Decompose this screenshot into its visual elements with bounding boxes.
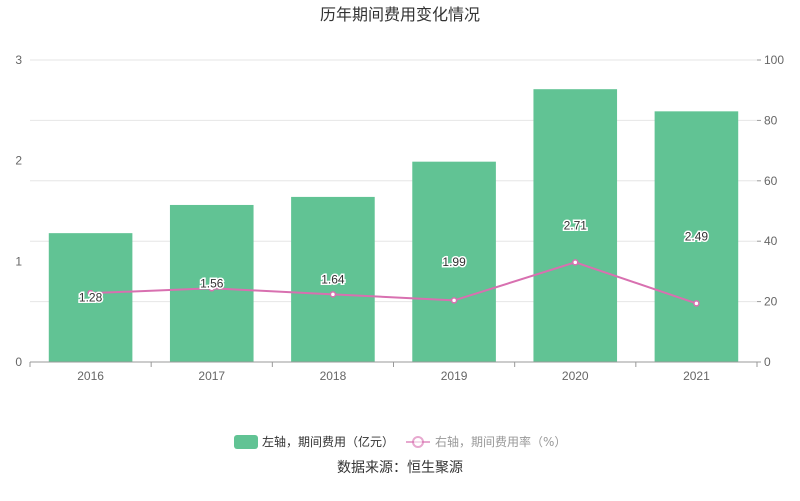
rate-point xyxy=(329,291,337,298)
rate-point xyxy=(450,297,458,304)
right-tick-label: 60 xyxy=(764,174,778,188)
left-tick-label: 1 xyxy=(15,254,22,268)
x-tick-label: 2020 xyxy=(562,369,589,383)
x-tick-label: 2018 xyxy=(320,369,347,383)
bar xyxy=(291,196,375,362)
bar xyxy=(169,204,254,362)
bar-data-labels: 1.28 1.56 1.64 1.99 2.71 2.49 xyxy=(77,217,710,306)
x-tick-label: 2016 xyxy=(77,369,104,383)
rate-point xyxy=(693,300,700,307)
rate-point xyxy=(87,289,94,297)
legend-line-marker[interactable] xyxy=(412,436,424,448)
bar-value-label: 2.49 xyxy=(685,230,709,244)
right-tick-label: 100 xyxy=(764,53,784,67)
x-tick-label: 2017 xyxy=(198,369,225,383)
bar xyxy=(48,233,133,362)
left-tick-label: 2 xyxy=(15,154,22,168)
x-tick-label: 2021 xyxy=(683,369,710,383)
bar-value-label: 1.64 xyxy=(321,272,345,286)
left-axis-ticks: 0 1 2 3 xyxy=(15,53,22,369)
x-tick-label: 2019 xyxy=(441,369,468,383)
right-tick-label: 40 xyxy=(764,234,778,248)
right-tick-label: 0 xyxy=(764,355,771,369)
legend-bar-label[interactable]: 左轴，期间费用（亿元） xyxy=(262,434,394,449)
legend-line-label[interactable]: 右轴，期间费用率（%） xyxy=(435,434,566,449)
legend[interactable]: 左轴，期间费用（亿元） 右轴，期间费用率（%） xyxy=(234,434,566,449)
bar-value-label: 1.28 xyxy=(79,291,103,305)
left-tick-label: 3 xyxy=(15,53,22,67)
bar xyxy=(533,89,618,363)
grid-lines xyxy=(30,59,757,303)
source-note: 数据来源：恒生聚源 xyxy=(337,460,463,476)
x-axis: 2016 2017 2018 2019 2020 2021 xyxy=(29,361,758,383)
left-tick-label: 0 xyxy=(15,355,22,369)
rate-point xyxy=(208,285,215,292)
rate-line xyxy=(90,261,697,305)
bar-value-label: 2.71 xyxy=(564,219,588,233)
right-axis-ticks: 0 20 40 60 80 100 xyxy=(757,53,784,369)
bar xyxy=(654,111,739,362)
line-series xyxy=(87,259,700,307)
bar-series xyxy=(48,89,739,363)
right-tick-label: 80 xyxy=(764,113,778,127)
right-tick-label: 20 xyxy=(764,295,778,309)
bar-value-label: 1.56 xyxy=(200,276,224,290)
rate-point xyxy=(572,259,579,266)
legend-bar-swatch[interactable] xyxy=(234,435,258,449)
bar xyxy=(412,161,496,362)
chart-title: 历年期间费用变化情况 xyxy=(320,5,480,24)
bar-value-label: 1.99 xyxy=(442,255,466,269)
